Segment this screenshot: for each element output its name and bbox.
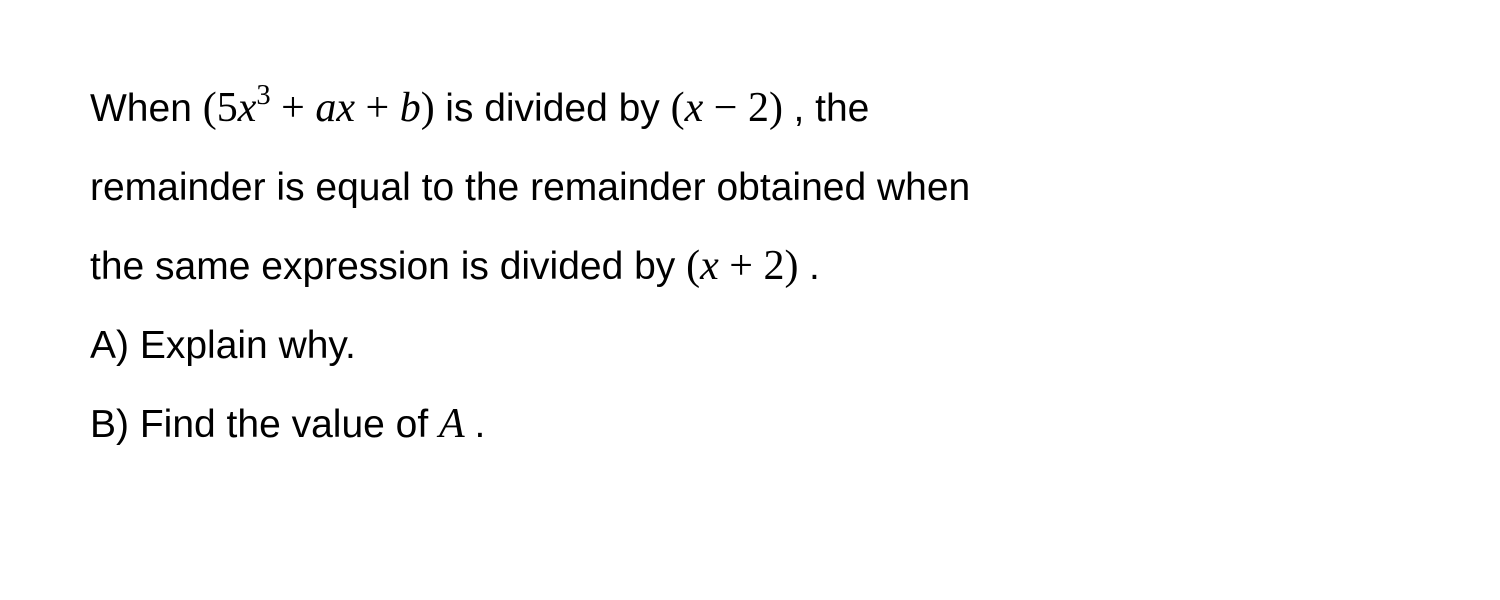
- problem-line-1: When (5x3 + ax + b) is divided by (x − 2…: [90, 70, 1410, 148]
- part-b-suffix: .: [474, 403, 485, 446]
- text-mid: is divided by: [445, 87, 670, 130]
- problem-content: When (5x3 + ax + b) is divided by (x − 2…: [90, 70, 1410, 463]
- math-expression-3: (x + 2): [686, 243, 809, 289]
- part-b-prefix: B) Find the value of: [90, 403, 439, 446]
- text-suffix: , the: [793, 87, 869, 130]
- text-prefix: When: [90, 87, 203, 130]
- math-expression-2: (x − 2): [671, 85, 794, 131]
- part-b: B) Find the value of A .: [90, 386, 1410, 464]
- problem-line-3: the same expression is divided by (x + 2…: [90, 228, 1410, 306]
- problem-line-2: remainder is equal to the remainder obta…: [90, 152, 1410, 224]
- text-suffix: .: [809, 245, 820, 288]
- text-prefix: the same expression is divided by: [90, 245, 686, 288]
- math-expression-1: (5x3 + ax + b): [203, 85, 445, 131]
- part-a: A) Explain why.: [90, 310, 1410, 382]
- math-variable-A: A: [439, 401, 474, 447]
